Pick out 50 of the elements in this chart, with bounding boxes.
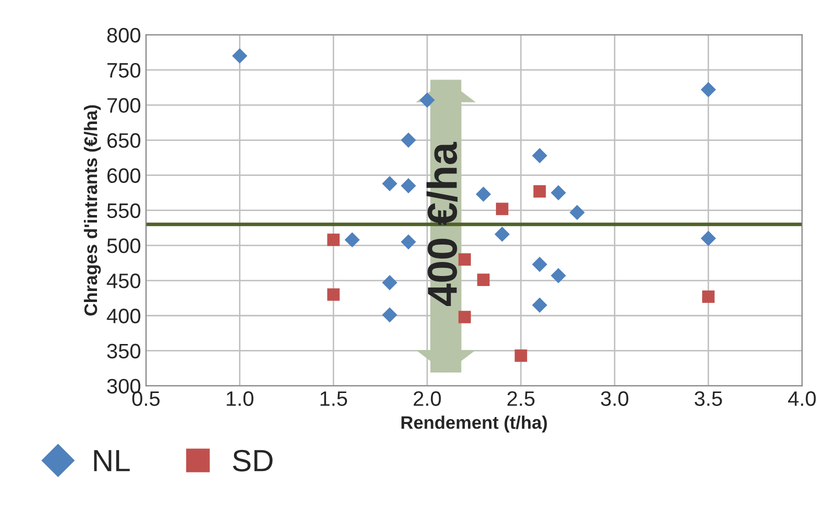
point [550,185,566,200]
x-tick-label: 3.5 [694,391,722,406]
x-tick-label: 4.0 [788,391,816,406]
y-tick-label: 400 [106,308,140,324]
point [700,230,716,246]
y-tick-label: 750 [107,62,140,78]
point [400,132,416,148]
y-tick-label: 700 [107,98,140,113]
point [476,186,492,202]
point [532,148,548,164]
point [494,226,510,242]
x-tick-label: 1.0 [226,391,254,406]
x-tick-label: 2.0 [414,391,441,406]
y-tick-label: 450 [106,274,140,288]
point [382,307,398,323]
point [458,253,471,266]
x-tick-label: 1.5 [320,391,348,406]
legend-label: NL [94,450,130,472]
point [532,256,548,272]
point [327,288,340,301]
y-tick-label: 600 [107,168,140,183]
point [550,268,566,284]
point [477,274,490,286]
annotation: 400 €/ha [426,142,458,306]
x-tick-label: 2.5 [507,391,535,406]
y-tick-label: 550 [107,203,140,218]
point [327,234,340,246]
point [514,349,528,362]
y-tick-label: 650 [107,133,140,148]
x-axis-title: Rendement (t/ha) [402,416,547,432]
legend-label: SD [232,450,273,472]
point [400,234,416,250]
point [400,178,416,194]
point [232,48,248,64]
y-axis-title: Chrages d'intrants (€/ha) [84,105,101,316]
point [344,232,360,248]
point [458,310,471,324]
point [382,176,398,192]
point [533,185,546,198]
point [700,82,716,98]
point [420,92,435,108]
point [702,290,715,303]
point [382,275,398,290]
y-tick-label: 500 [107,238,140,254]
x-tick-label: 3.0 [600,391,628,406]
point [532,297,548,313]
y-tick-label: 350 [107,344,140,358]
point [570,204,585,220]
y-tick-label: 800 [107,28,140,43]
point [496,202,508,216]
